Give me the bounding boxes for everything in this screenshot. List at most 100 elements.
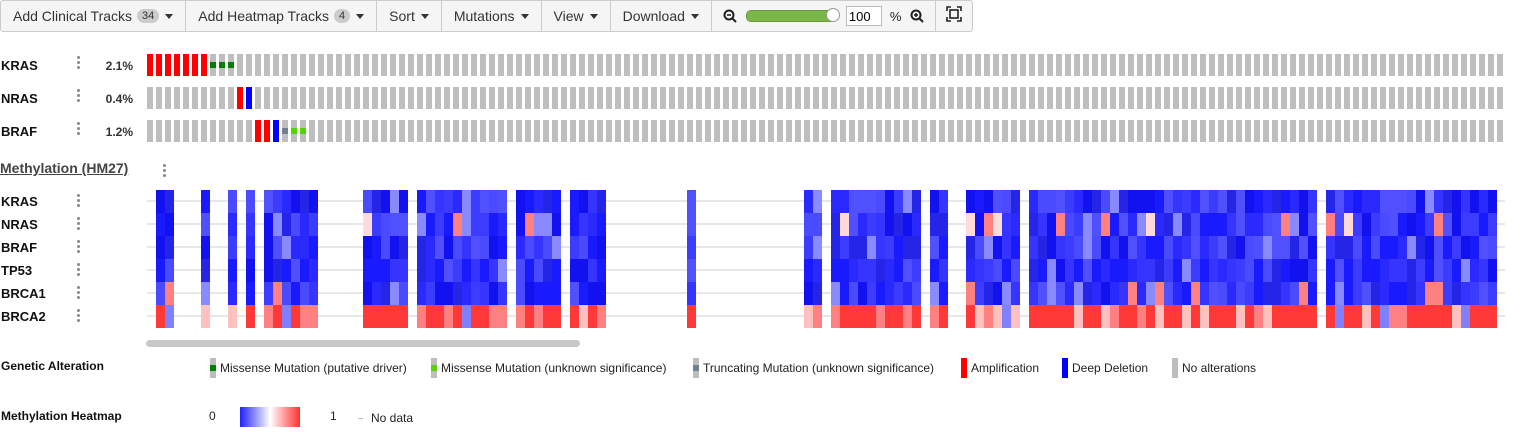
heatmap-cell[interactable]	[1443, 259, 1452, 282]
no-alteration-cell[interactable]	[1029, 120, 1035, 142]
heatmap-cell[interactable]	[417, 190, 426, 213]
heatmap-cell[interactable]	[1218, 305, 1227, 328]
heatmap-cell[interactable]	[453, 190, 462, 213]
no-alteration-cell[interactable]	[750, 87, 756, 109]
heatmap-cell[interactable]	[498, 259, 507, 282]
no-alteration-cell[interactable]	[948, 54, 954, 76]
heatmap-cell[interactable]	[228, 190, 237, 213]
no-alteration-cell[interactable]	[372, 120, 378, 142]
no-alteration-cell[interactable]	[624, 54, 630, 76]
no-alteration-cell[interactable]	[795, 54, 801, 76]
heatmap-cell[interactable]	[1398, 190, 1407, 213]
heatmap-cell[interactable]	[228, 305, 237, 328]
no-alteration-cell[interactable]	[1317, 87, 1323, 109]
heatmap-cell[interactable]	[1344, 190, 1353, 213]
heatmap-cell[interactable]	[1146, 236, 1155, 259]
heatmap-cell[interactable]	[876, 305, 885, 328]
no-alteration-cell[interactable]	[1380, 87, 1386, 109]
heatmap-cell[interactable]	[876, 282, 885, 305]
heatmap-cell[interactable]	[1443, 305, 1452, 328]
heatmap-cell[interactable]	[1308, 213, 1317, 236]
heatmap-cell[interactable]	[1380, 305, 1389, 328]
no-alteration-cell[interactable]	[1173, 87, 1179, 109]
no-alteration-cell[interactable]	[885, 54, 891, 76]
no-alteration-cell[interactable]	[1272, 54, 1278, 76]
heatmap-cell[interactable]	[1164, 305, 1173, 328]
no-alteration-cell[interactable]	[1488, 87, 1494, 109]
heatmap-cell[interactable]	[1047, 305, 1056, 328]
heatmap-cell[interactable]	[939, 282, 948, 305]
no-alteration-cell[interactable]	[597, 54, 603, 76]
heatmap-cell[interactable]	[1092, 190, 1101, 213]
no-alteration-cell[interactable]	[876, 120, 882, 142]
heatmap-label-kras[interactable]: KRAS	[1, 194, 38, 209]
missense-driver-cell[interactable]	[210, 62, 216, 68]
heatmap-cell[interactable]	[1011, 259, 1020, 282]
heatmap-cell[interactable]	[1470, 236, 1479, 259]
heatmap-cell[interactable]	[1452, 282, 1461, 305]
heatmap-cell[interactable]	[1371, 213, 1380, 236]
heatmap-cell[interactable]	[309, 282, 318, 305]
heatmap-cell[interactable]	[1299, 236, 1308, 259]
heatmap-cell[interactable]	[1164, 213, 1173, 236]
heatmap-cell[interactable]	[1434, 282, 1443, 305]
heatmap-cell[interactable]	[1479, 236, 1488, 259]
heatmap-cell[interactable]	[1308, 282, 1317, 305]
heatmap-cell[interactable]	[228, 213, 237, 236]
heatmap-cell[interactable]	[1335, 259, 1344, 282]
heatmap-cell[interactable]	[876, 190, 885, 213]
no-alteration-cell[interactable]	[768, 87, 774, 109]
heatmap-cell[interactable]	[687, 236, 696, 259]
heatmap-cell[interactable]	[1056, 190, 1065, 213]
no-alteration-cell[interactable]	[885, 87, 891, 109]
heatmap-cell[interactable]	[1416, 213, 1425, 236]
heatmap-cell[interactable]	[1164, 236, 1173, 259]
heatmap-cell[interactable]	[1362, 213, 1371, 236]
heatmap-cell[interactable]	[1434, 305, 1443, 328]
no-alteration-cell[interactable]	[660, 120, 666, 142]
heatmap-cell[interactable]	[1011, 190, 1020, 213]
no-alteration-cell[interactable]	[1182, 120, 1188, 142]
no-alteration-cell[interactable]	[408, 54, 414, 76]
heatmap-cell[interactable]	[1407, 213, 1416, 236]
heatmap-cell[interactable]	[1461, 190, 1470, 213]
heatmap-cell[interactable]	[372, 190, 381, 213]
no-alteration-cell[interactable]	[723, 87, 729, 109]
no-alteration-cell[interactable]	[1389, 54, 1395, 76]
deep-deletion-cell[interactable]	[246, 87, 252, 109]
heatmap-cell[interactable]	[867, 282, 876, 305]
no-alteration-cell[interactable]	[1227, 120, 1233, 142]
heatmap-cell[interactable]	[273, 259, 282, 282]
heatmap-cell[interactable]	[363, 236, 372, 259]
no-alteration-cell[interactable]	[1371, 87, 1377, 109]
heatmap-cell[interactable]	[1056, 259, 1065, 282]
heatmap-cell[interactable]	[201, 190, 210, 213]
zoom-out-icon[interactable]	[722, 8, 738, 24]
heatmap-cell[interactable]	[1128, 236, 1137, 259]
heatmap-cell[interactable]	[201, 213, 210, 236]
heatmap-cell[interactable]	[390, 259, 399, 282]
heatmap-cell[interactable]	[480, 282, 489, 305]
no-alteration-cell[interactable]	[957, 87, 963, 109]
no-alteration-cell[interactable]	[1236, 54, 1242, 76]
heatmap-cell[interactable]	[867, 213, 876, 236]
no-alteration-cell[interactable]	[1389, 120, 1395, 142]
heatmap-cell[interactable]	[939, 213, 948, 236]
no-alteration-cell[interactable]	[1110, 120, 1116, 142]
heatmap-cell[interactable]	[291, 282, 300, 305]
heatmap-cell[interactable]	[489, 259, 498, 282]
heatmap-cell[interactable]	[1065, 236, 1074, 259]
no-alteration-cell[interactable]	[687, 54, 693, 76]
no-alteration-cell[interactable]	[1308, 87, 1314, 109]
no-alteration-cell[interactable]	[1398, 87, 1404, 109]
heatmap-cell[interactable]	[903, 282, 912, 305]
heatmap-cell[interactable]	[1083, 282, 1092, 305]
no-alteration-cell[interactable]	[822, 54, 828, 76]
amplification-cell[interactable]	[192, 54, 198, 76]
no-alteration-cell[interactable]	[246, 54, 252, 76]
heatmap-cell[interactable]	[444, 190, 453, 213]
heatmap-cell[interactable]	[534, 236, 543, 259]
heatmap-cell[interactable]	[1029, 236, 1038, 259]
no-alteration-cell[interactable]	[507, 120, 513, 142]
amplification-cell[interactable]	[201, 54, 207, 76]
